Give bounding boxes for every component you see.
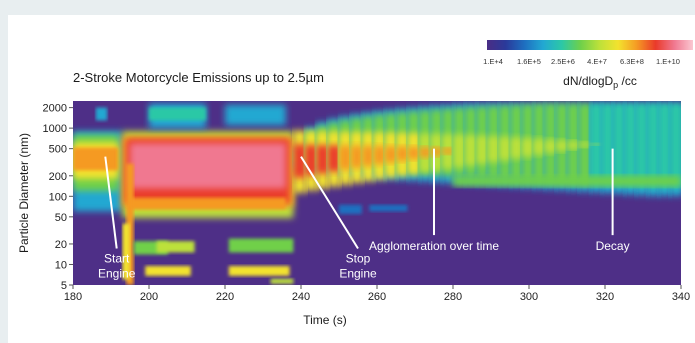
heatmap-cell — [441, 147, 455, 155]
heatmap-cell — [612, 103, 626, 187]
heatmap-cell — [73, 147, 119, 171]
heatmap-plot-area — [73, 101, 681, 285]
heatmap-cell — [293, 144, 307, 178]
heatmap-cell — [122, 223, 130, 280]
heatmap-cell — [430, 147, 444, 156]
heatmap-cell — [396, 146, 409, 161]
annotation-lines — [104, 148, 614, 250]
colorbar-tick-label: 6.3E+8 — [620, 57, 644, 66]
colorbar-strip — [487, 40, 693, 50]
x-axis-ticks: 180 200 220 240 260 280 300 320 340 — [64, 285, 690, 303]
annotation-pointer-line — [300, 156, 359, 250]
annotation-label: Decay — [596, 239, 630, 253]
heatmap-cell — [487, 135, 501, 163]
heatmap-cell — [361, 145, 375, 167]
heatmap-cell — [130, 197, 286, 210]
x-tick-label: 340 — [672, 291, 690, 303]
x-tick-label: 320 — [596, 291, 614, 303]
heatmap-cell — [453, 175, 681, 187]
x-axis-label: Time (s) — [303, 313, 347, 327]
heatmap-cell — [228, 238, 294, 253]
colorbar-tick-label: 1.E+4 — [483, 57, 503, 66]
y-axis-label: Particle Diameter (nm) — [17, 133, 31, 253]
heatmap-cell — [304, 144, 318, 176]
heatmap-cell — [270, 278, 294, 284]
heatmap-cell — [316, 145, 330, 174]
heatmap-cell — [156, 241, 195, 253]
chart-title: 2-Stroke Motorcycle Emissions up to 2.5µ… — [73, 70, 324, 85]
colorbar-tick-label: 1.6E+5 — [517, 57, 541, 66]
heatmap-cell — [453, 134, 466, 168]
y-axis-ticks: 2000 1000 500 200 100 50 20 10 5 — [43, 103, 73, 292]
heatmap-cell — [145, 265, 191, 276]
heatmap-cell — [521, 137, 535, 157]
heatmap-cell — [475, 135, 489, 165]
heatmap-cell — [589, 143, 603, 146]
heatmap-cell — [339, 145, 352, 170]
heatmap-layers — [73, 103, 681, 285]
heatmap-cell — [350, 145, 364, 168]
annotation-pointer-line — [104, 156, 118, 249]
heatmap-cell — [327, 145, 341, 172]
heatmap-cell — [384, 146, 398, 163]
heatmap-cell — [601, 103, 615, 186]
heatmap-cell — [228, 265, 290, 276]
x-tick-label: 180 — [64, 291, 82, 303]
x-tick-label: 240 — [292, 291, 310, 303]
heatmap-cell — [555, 140, 569, 152]
annotation-label: Engine — [339, 266, 377, 280]
y-tick-label: 5 — [61, 280, 67, 292]
x-tick-label: 260 — [368, 291, 386, 303]
heatmap-cell — [225, 104, 286, 126]
annotation-label: Engine — [98, 266, 136, 280]
x-tick-label: 200 — [140, 291, 158, 303]
heatmap-cell — [339, 204, 362, 215]
y-tick-label: 20 — [55, 239, 67, 251]
heatmap-cell — [624, 103, 637, 188]
heatmap-cell — [532, 138, 546, 156]
heatmap-cell — [567, 141, 580, 150]
heatmap-cell — [658, 103, 672, 189]
heatmap-cell — [149, 107, 206, 121]
heatmap-cell — [646, 103, 660, 189]
colorbar-tick-label: 1.E+10 — [656, 57, 680, 66]
heatmap-cell — [464, 134, 478, 166]
heatmap-cell — [95, 107, 108, 121]
colorbar-tick-label: 2.5E+6 — [551, 57, 575, 66]
x-tick-label: 280 — [444, 291, 462, 303]
colorbar-ticks: 1.E+4 1.6E+5 2.5E+6 4.E+7 6.3E+8 1.E+10 — [483, 57, 680, 66]
y-tick-label: 100 — [49, 191, 67, 203]
y-tick-label: 500 — [49, 144, 67, 156]
y-tick-label: 10 — [55, 259, 67, 271]
y-tick-label: 2000 — [43, 103, 67, 115]
heatmap-cell — [635, 103, 649, 188]
annotation-label: Agglomeration over time — [369, 239, 499, 253]
heatmap-cell — [544, 139, 558, 154]
heatmap-cell — [407, 146, 421, 160]
heatmap-cell — [418, 147, 432, 158]
heatmap-cell — [510, 137, 523, 159]
colorbar: 1.E+4 1.6E+5 2.5E+6 4.E+7 6.3E+8 1.E+10 dN/dl… — [483, 40, 693, 90]
heatmap-cell — [498, 136, 512, 161]
x-tick-label: 220 — [216, 291, 234, 303]
colorbar-tick-label: 4.E+7 — [587, 57, 607, 66]
heatmap-cell — [373, 146, 387, 165]
heatmap-cell — [669, 103, 681, 189]
y-tick-label: 50 — [55, 212, 67, 224]
heatmap-cell — [369, 204, 408, 212]
y-tick-label: 200 — [49, 171, 67, 183]
y-tick-label: 1000 — [43, 123, 67, 135]
annotation-label: Start — [104, 251, 130, 265]
heatmap-cell — [578, 142, 592, 148]
x-tick-label: 300 — [520, 291, 538, 303]
annotation-label: Stop — [346, 251, 371, 265]
heatmap-cell — [130, 143, 286, 189]
colorbar-label: dN/dlogDp /cc — [563, 74, 637, 90]
